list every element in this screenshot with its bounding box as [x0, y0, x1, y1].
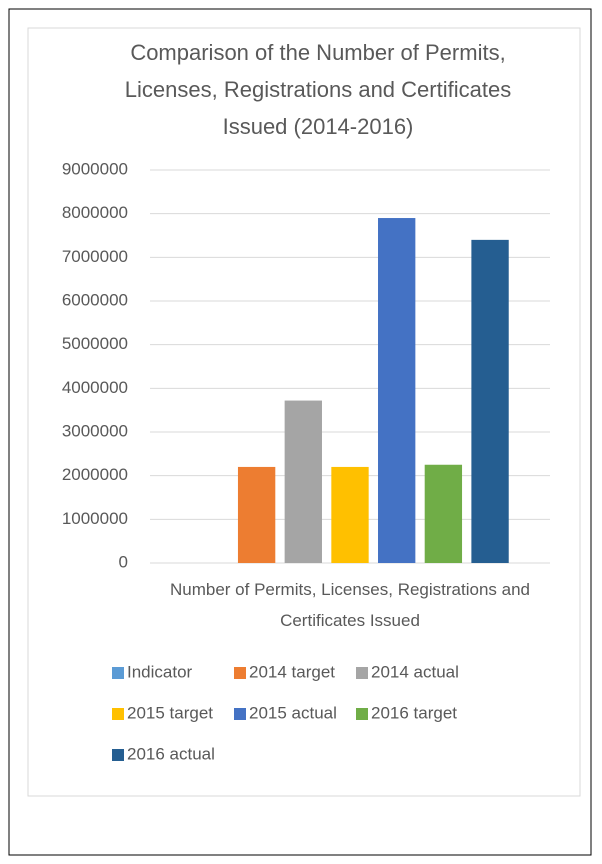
- x-category-label: Number of Permits, Licenses, Registratio…: [170, 580, 530, 630]
- legend-label: Indicator: [127, 662, 193, 681]
- legend-swatch: [112, 749, 124, 761]
- legend-label: 2016 actual: [127, 744, 215, 763]
- y-tick-label: 6000000: [62, 290, 128, 309]
- y-tick-label: 3000000: [62, 421, 128, 440]
- bar: [378, 218, 416, 564]
- page-border: [8, 8, 592, 856]
- bar: [471, 239, 509, 563]
- y-tick-label: 0: [119, 552, 128, 571]
- y-tick-label: 5000000: [62, 334, 128, 353]
- y-tick-label: 1000000: [62, 509, 128, 528]
- legend-label: 2015 actual: [249, 703, 337, 722]
- legend-swatch: [234, 708, 246, 720]
- chart-title: Comparison of the Number of Permits, Lic…: [124, 40, 512, 139]
- legend-swatch: [234, 667, 246, 679]
- legend-label: 2014 target: [249, 662, 335, 681]
- bar: [284, 400, 322, 563]
- legend-swatch: [356, 667, 368, 679]
- legend-swatch: [112, 708, 124, 720]
- y-tick-label: 8000000: [62, 203, 128, 222]
- bar: [331, 466, 369, 563]
- y-tick-label: 9000000: [62, 159, 128, 178]
- y-tick-label: 7000000: [62, 247, 128, 266]
- legend-label: 2016 target: [371, 703, 457, 722]
- legend-swatch: [356, 708, 368, 720]
- legend-label: 2014 actual: [371, 662, 459, 681]
- bar: [424, 464, 463, 563]
- legend-label: 2015 target: [127, 703, 213, 722]
- bar: [237, 466, 276, 563]
- y-tick-label: 4000000: [62, 378, 128, 397]
- legend-swatch: [112, 667, 124, 679]
- y-tick-label: 2000000: [62, 465, 128, 484]
